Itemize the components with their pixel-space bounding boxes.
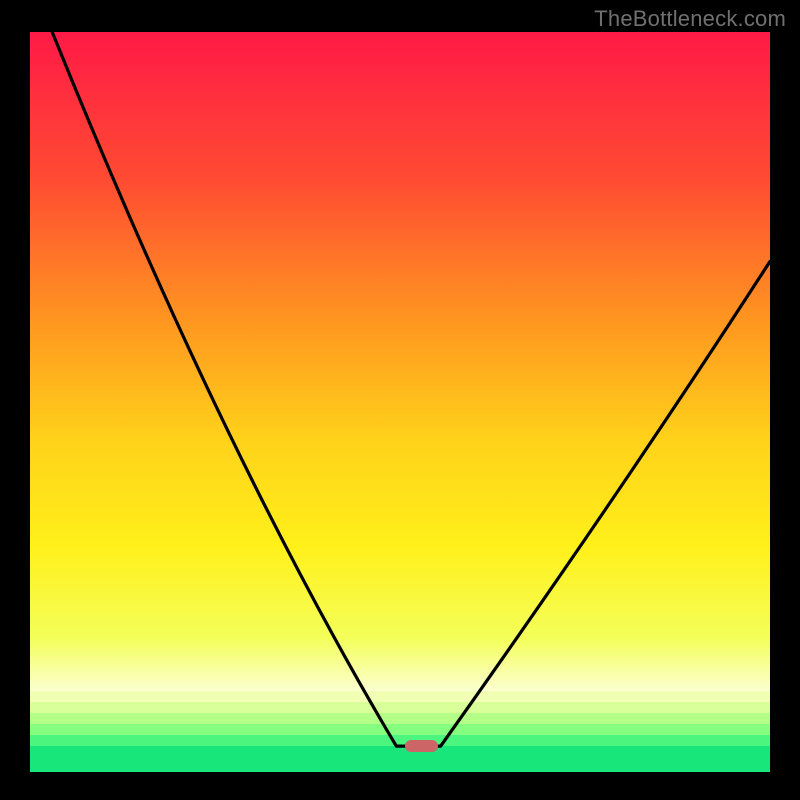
bottleneck-curve <box>30 32 770 772</box>
optimum-marker <box>405 740 438 753</box>
chart-container: { "watermark": { "text": "TheBottleneck.… <box>0 0 800 800</box>
plot-area <box>30 32 770 772</box>
watermark-text: TheBottleneck.com <box>594 6 786 32</box>
